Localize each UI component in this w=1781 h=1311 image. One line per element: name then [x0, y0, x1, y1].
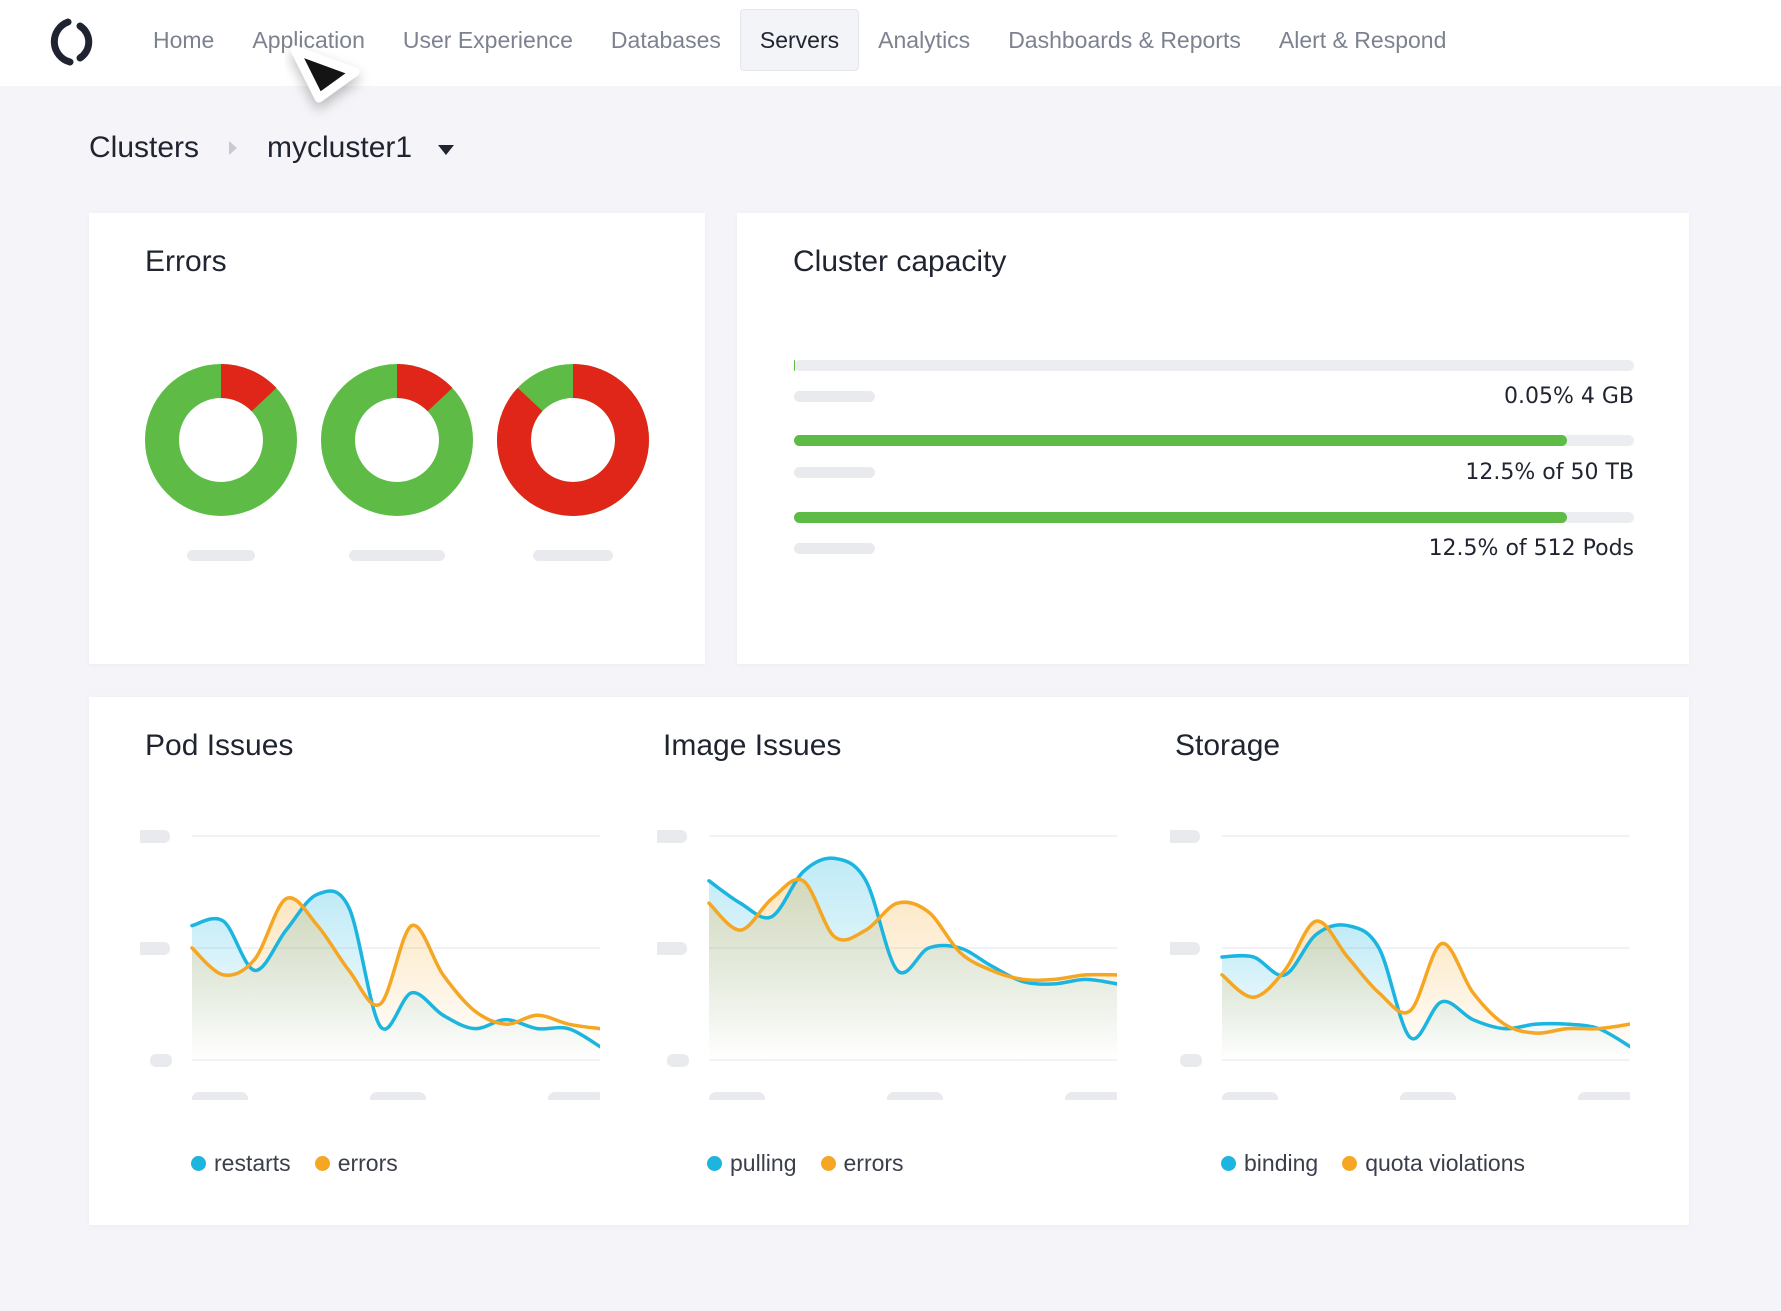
legend-item[interactable]: errors [314, 1150, 398, 1177]
nav-item-dashboards-reports[interactable]: Dashboards & Reports [1008, 26, 1241, 53]
series-area-errors [709, 879, 1117, 1060]
main-nav: Home Application User Experience Databases S… [134, 9, 1465, 71]
series-line-errors[interactable] [707, 877, 1117, 982]
capacity-bar-storage [794, 435, 1634, 446]
y-tick-placeholder [150, 1054, 172, 1067]
capacity-card-title: Cluster capacity [793, 245, 1007, 278]
legend-dot-icon [1342, 1156, 1358, 1171]
storage-chart[interactable] [1170, 810, 1630, 1100]
storage-title: Storage [1175, 729, 1281, 762]
legend-label: binding [1244, 1150, 1319, 1176]
x-tick-placeholder [1400, 1092, 1456, 1100]
series-area-quota-violations [1222, 920, 1630, 1060]
series-line-pulling[interactable] [707, 856, 1117, 986]
errors-card-title: Errors [145, 245, 227, 278]
legend-item[interactable]: errors [820, 1150, 904, 1177]
legend-item[interactable]: pulling [707, 1150, 797, 1177]
pod-issues-legend: restarts errors [191, 1150, 422, 1177]
capacity-label-memory: 0.05% 4 GB [1503, 384, 1634, 409]
breadcrumb-current[interactable]: mycluster1 [267, 131, 413, 164]
capacity-label-storage: 12.5% of 50 TB [1465, 460, 1634, 485]
nav-item-databases[interactable]: Databases [610, 26, 721, 53]
caret-down-icon[interactable] [438, 144, 455, 155]
series-line-quota-violations[interactable] [1220, 919, 1630, 1035]
nav-item-application[interactable]: Application [252, 26, 365, 53]
donut-error-segment [145, 364, 297, 516]
y-tick-placeholder [657, 830, 687, 843]
y-tick-placeholder [1170, 942, 1200, 955]
breadcrumb-root[interactable]: Clusters [89, 131, 200, 164]
x-tick-placeholder [1222, 1092, 1278, 1100]
legend-dot-icon [707, 1156, 722, 1171]
pointer-cursor-icon [290, 45, 360, 103]
errors-card: Errors [89, 213, 705, 664]
error-donut-1[interactable] [145, 364, 297, 516]
breadcrumb: Clusters mycluster1 [89, 128, 455, 168]
donut-error-segment [497, 364, 649, 516]
legend-dot-icon [191, 1156, 206, 1171]
x-tick-placeholder [1065, 1092, 1117, 1100]
legend-label: quota violations [1365, 1150, 1526, 1176]
nav-item-user-experience[interactable]: User Experience [402, 26, 573, 53]
nav-item-alert-respond[interactable]: Alert & Respond [1278, 26, 1447, 53]
legend-label: pulling [730, 1150, 797, 1176]
series-area-errors [192, 897, 600, 1060]
legend-item[interactable]: restarts [191, 1150, 291, 1177]
legend-dot-icon [314, 1156, 330, 1171]
series-line-binding[interactable] [1220, 923, 1630, 1049]
legend-label: errors [843, 1150, 904, 1176]
storage-legend: binding quota violations [1221, 1150, 1549, 1177]
x-tick-placeholder [370, 1092, 426, 1100]
series-line-errors[interactable] [190, 896, 600, 1031]
legend-item[interactable]: binding [1221, 1150, 1318, 1177]
error-donut-2[interactable] [321, 364, 473, 516]
image-issues-chart[interactable] [657, 810, 1117, 1100]
error-donut-3[interactable] [497, 364, 649, 516]
pod-issues-title: Pod Issues [145, 729, 294, 762]
capacity-label-placeholder [794, 391, 875, 402]
x-tick-placeholder [887, 1092, 943, 1100]
donut-error-segment [321, 364, 473, 516]
chevron-right-icon [229, 141, 238, 155]
legend-label: errors [337, 1150, 398, 1176]
y-tick-placeholder [657, 942, 687, 955]
donut-label-placeholder [187, 550, 255, 561]
x-tick-placeholder [548, 1092, 600, 1100]
logo-icon[interactable] [50, 16, 100, 66]
capacity-bar-memory [794, 360, 1634, 371]
capacity-bar-fill [794, 512, 1567, 523]
y-tick-placeholder [667, 1054, 689, 1067]
pod-issues-chart[interactable] [140, 810, 600, 1100]
series-line-restarts[interactable] [190, 889, 600, 1049]
nav-item-home[interactable]: Home [153, 26, 215, 53]
capacity-label-pods: 12.5% of 512 Pods [1428, 536, 1634, 561]
capacity-bar-pods [794, 512, 1634, 523]
capacity-bar-fill [794, 435, 1567, 446]
legend-dot-icon [1221, 1156, 1236, 1171]
top-navigation-bar: Home Application User Experience Databases S… [0, 0, 1781, 86]
donut-label-placeholder [349, 550, 445, 561]
legend-label: restarts [214, 1150, 291, 1176]
y-tick-placeholder [140, 942, 170, 955]
capacity-label-placeholder [794, 543, 875, 554]
y-tick-placeholder [1170, 830, 1200, 843]
image-issues-title: Image Issues [663, 729, 842, 762]
x-tick-placeholder [1578, 1092, 1630, 1100]
donut-label-placeholder [533, 550, 613, 561]
legend-dot-icon [820, 1156, 836, 1171]
x-tick-placeholder [192, 1092, 248, 1100]
nav-item-analytics[interactable]: Analytics [878, 26, 971, 53]
y-tick-placeholder [1180, 1054, 1202, 1067]
image-issues-legend: pulling errors [707, 1150, 928, 1177]
capacity-label-placeholder [794, 467, 875, 478]
legend-item[interactable]: quota violations [1342, 1150, 1525, 1177]
nav-item-servers[interactable]: Servers [739, 9, 860, 71]
x-tick-placeholder [709, 1092, 765, 1100]
y-tick-placeholder [140, 830, 170, 843]
